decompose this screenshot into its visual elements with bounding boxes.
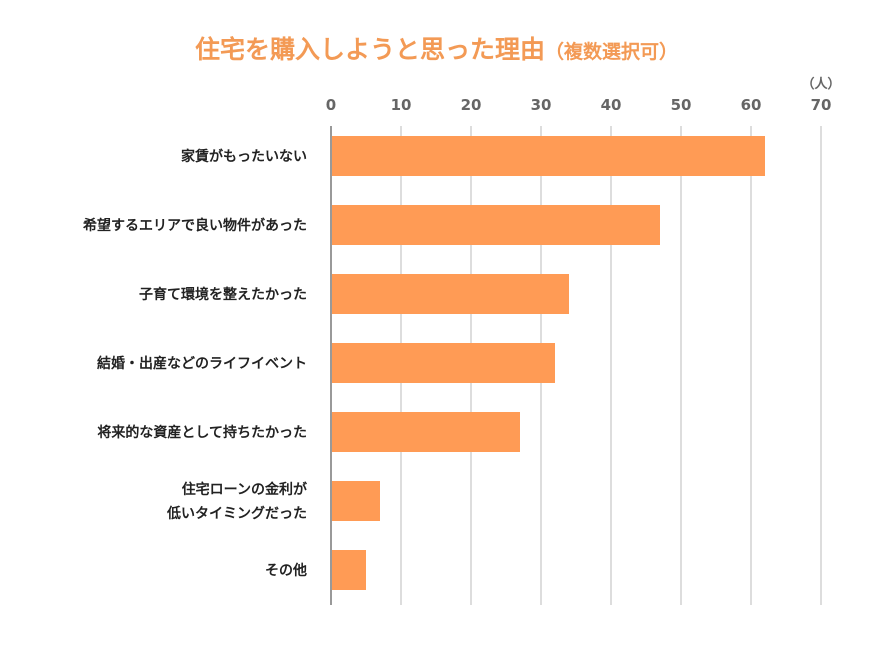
bar	[331, 136, 765, 176]
bar	[331, 412, 520, 452]
bar	[331, 481, 380, 521]
x-tick-label: 60	[741, 96, 762, 114]
bar	[331, 550, 366, 590]
bar	[331, 343, 555, 383]
bar	[331, 205, 660, 245]
unit-label: （人）	[801, 76, 840, 92]
x-tick-label: 0	[326, 96, 336, 114]
x-tick-label: 40	[601, 96, 622, 114]
chart-title: 住宅を購入しようと思った理由（複数選択可）	[0, 30, 873, 66]
category-label: 住宅ローンの金利が	[182, 481, 308, 498]
category-label: 希望するエリアで良い物件があった	[83, 217, 307, 234]
category-label: 家賃がもったいない	[181, 148, 307, 165]
category-label: その他	[265, 562, 307, 579]
x-tick-label: 70	[811, 96, 832, 114]
bar	[331, 274, 569, 314]
category-label: 子育て環境を整えたかった	[139, 286, 307, 303]
title-text: 住宅を購入しようと思った理由	[194, 35, 545, 64]
category-label: 結婚・出産などのライフイベント	[97, 355, 307, 372]
x-tick-label: 50	[671, 96, 692, 114]
subtitle-text: （複数選択可）	[545, 41, 679, 63]
category-label: 低いタイミングだった	[166, 505, 307, 522]
x-tick-label: 20	[461, 96, 482, 114]
category-label: 将来的な資産として持ちたかった	[97, 424, 307, 441]
x-tick-label: 10	[391, 96, 412, 114]
x-tick-label: 30	[531, 96, 552, 114]
